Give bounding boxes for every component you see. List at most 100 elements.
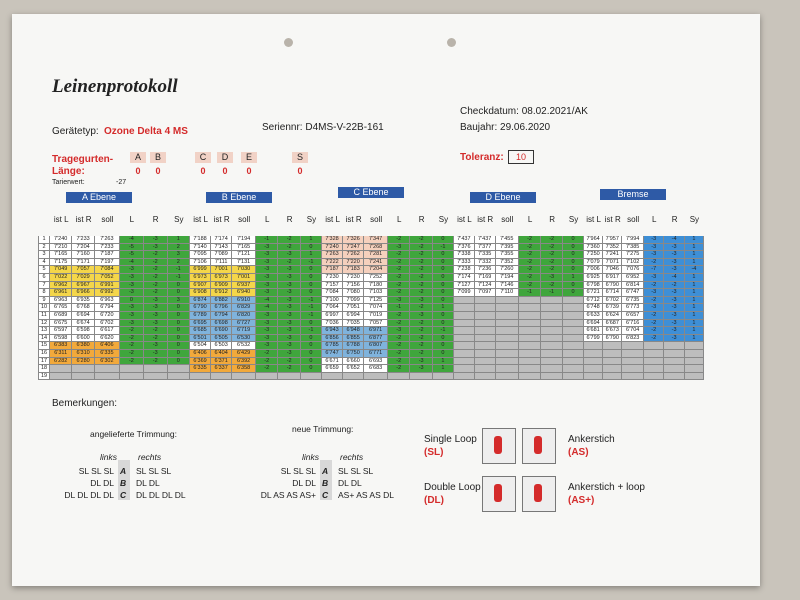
table-cell: -3 [388,327,411,335]
table-cell: -2 [143,251,168,259]
table-cell [622,357,644,366]
table-cell: 6'909 [211,281,233,290]
table-cell: 7'230 [322,274,344,282]
table-cell: 6'720 [94,312,120,320]
table-cell: 7'957 [603,236,623,244]
table-cell [454,296,475,305]
table-cell [541,357,564,366]
block-title: C Ebene [338,187,404,198]
table-cell [563,365,584,373]
table-cell: -2 [278,365,301,373]
table-cell: 6'683 [364,365,388,373]
table-cell: 6'943 [322,327,344,335]
table-cell [519,334,542,343]
table-cell: -2 [410,319,433,328]
table-cell: -2 [664,281,685,290]
table-cell [684,365,704,373]
table-cell: 6'429 [232,350,256,358]
table-cell: 1 [684,289,704,297]
trim-left: DL DL [90,478,114,488]
table-cell: 7'051 [343,304,365,312]
table-cell: -2 [120,357,144,366]
table-cell: 0 [167,319,190,328]
table-cell [495,342,519,350]
table-cell [94,372,120,381]
table-cell: 7'079 [584,258,604,267]
table-cell [454,342,475,350]
table-cell: -3 [120,304,144,312]
trim-riser: C [120,490,127,500]
table-cell: 7'174 [211,236,233,244]
table-cell: -3 [644,274,665,282]
table-cell: 6'719 [232,327,256,335]
table-cell: -2 [143,274,168,282]
table-cell: 7'089 [211,251,233,259]
table-cell: 6'652 [343,365,365,373]
table-cell [495,312,519,320]
table-cell [454,327,475,335]
table-cell: 6'794 [211,312,233,320]
table-cell: 0 [300,350,322,358]
block-title: D Ebene [470,192,536,203]
row-number: 8 [38,289,50,297]
table-cell: 6'971 [364,327,388,335]
table-cell: -3 [256,274,279,282]
table-cell: -2 [143,281,168,290]
table-cell: 1 [684,236,704,244]
table-cell [143,372,168,381]
table-cell: 7'084 [322,289,344,297]
table-cell: 7'110 [495,289,519,297]
table-cell [454,372,475,381]
table-cell: 6'660 [343,357,365,366]
table-cell: 7'099 [343,296,365,305]
row-number: 12 [38,319,50,328]
table-cell: 7'377 [474,243,496,252]
table-cell: -2 [541,251,564,259]
table-cell: 7'036 [322,319,344,328]
table-cell: -2 [388,236,411,244]
knot-red [534,436,542,454]
type-label: Gerätetyp: [52,126,99,137]
row-number: 9 [38,296,50,305]
riser-letter: E [241,152,257,163]
table-cell: 7'326 [343,236,365,244]
table-cell: 7'268 [364,243,388,252]
trim-left: DL AS AS AS+ [260,490,316,500]
table-cell [120,365,144,373]
table-cell: 6'790 [603,281,623,290]
table-cell [454,319,475,328]
table-cell [541,296,564,305]
table-cell: -3 [143,350,168,358]
table-cell [495,296,519,305]
type-value: Ozone Delta 4 MS [104,126,188,137]
table-cell: 7'127 [454,281,475,290]
table-cell [72,372,95,381]
table-cell: 0 [432,289,454,297]
trim-riser: A [120,466,127,476]
table-cell: 7'052 [94,274,120,282]
table-cell [474,304,496,312]
column-header: soll [627,215,640,224]
column-header: R [418,215,425,224]
table-cell: 6'917 [603,274,623,282]
row-number: 4 [38,258,50,267]
table-cell [474,350,496,358]
table-cell: 0 [167,342,190,350]
table-cell: 0 [167,281,190,290]
table-cell: -2 [388,258,411,267]
column-header: R [152,215,159,224]
table-cell: 1 [684,258,704,267]
table-cell: 7'241 [364,258,388,267]
table-cell: 7'328 [322,236,344,244]
table-cell [541,365,564,373]
table-cell: 6'694 [72,312,95,320]
trim-title: angelieferte Trimmung: [90,429,177,439]
table-cell: 1 [432,365,454,373]
table-cell [541,350,564,358]
table-cell: 7'057 [364,319,388,328]
table-cell: 6'773 [622,304,644,312]
table-cell: -2 [410,334,433,343]
table-cell: -1 [300,304,322,312]
table-cell: -3 [664,266,685,274]
table-cell: 0 [300,365,322,373]
